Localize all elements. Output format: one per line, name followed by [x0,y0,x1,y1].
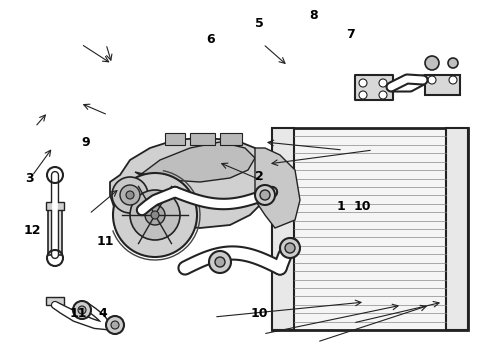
Text: 2: 2 [255,170,264,183]
Circle shape [280,238,300,258]
Bar [355,75,393,100]
Circle shape [428,76,436,84]
Circle shape [359,79,367,87]
Circle shape [448,58,458,68]
Circle shape [113,173,197,257]
Circle shape [130,190,180,240]
Text: 9: 9 [81,136,90,149]
Circle shape [111,321,119,329]
Circle shape [255,185,275,205]
Bar [190,133,215,145]
Circle shape [449,76,457,84]
Bar [272,128,468,330]
Text: 4: 4 [98,307,107,320]
Polygon shape [135,142,255,182]
Circle shape [145,205,165,225]
Text: 12: 12 [23,224,41,237]
Circle shape [151,211,159,219]
Circle shape [359,91,367,99]
Circle shape [260,190,270,200]
Bar [272,128,294,330]
Text: 5: 5 [255,17,264,30]
Circle shape [78,306,86,314]
Polygon shape [255,148,300,228]
Text: 1: 1 [336,201,345,213]
Circle shape [120,185,140,205]
Bar [165,133,185,145]
Text: 10: 10 [354,201,371,213]
Bar [446,128,468,330]
Circle shape [209,251,231,273]
Circle shape [126,191,134,199]
Circle shape [379,91,387,99]
Circle shape [215,257,225,267]
Circle shape [379,79,387,87]
Circle shape [73,301,91,319]
Text: 8: 8 [309,9,318,22]
Circle shape [425,56,439,70]
Circle shape [285,243,295,253]
Text: 11: 11 [97,235,114,248]
Bar [46,202,64,210]
Bar [220,133,242,145]
Text: 7: 7 [346,28,355,41]
Circle shape [112,177,148,213]
Circle shape [106,316,124,334]
Text: 10: 10 [251,307,269,320]
Bar [46,297,64,305]
Bar [48,205,62,255]
Bar [425,75,460,95]
Polygon shape [110,138,265,228]
Text: 11: 11 [70,307,87,320]
Text: 6: 6 [206,33,215,46]
Text: 3: 3 [25,172,34,185]
